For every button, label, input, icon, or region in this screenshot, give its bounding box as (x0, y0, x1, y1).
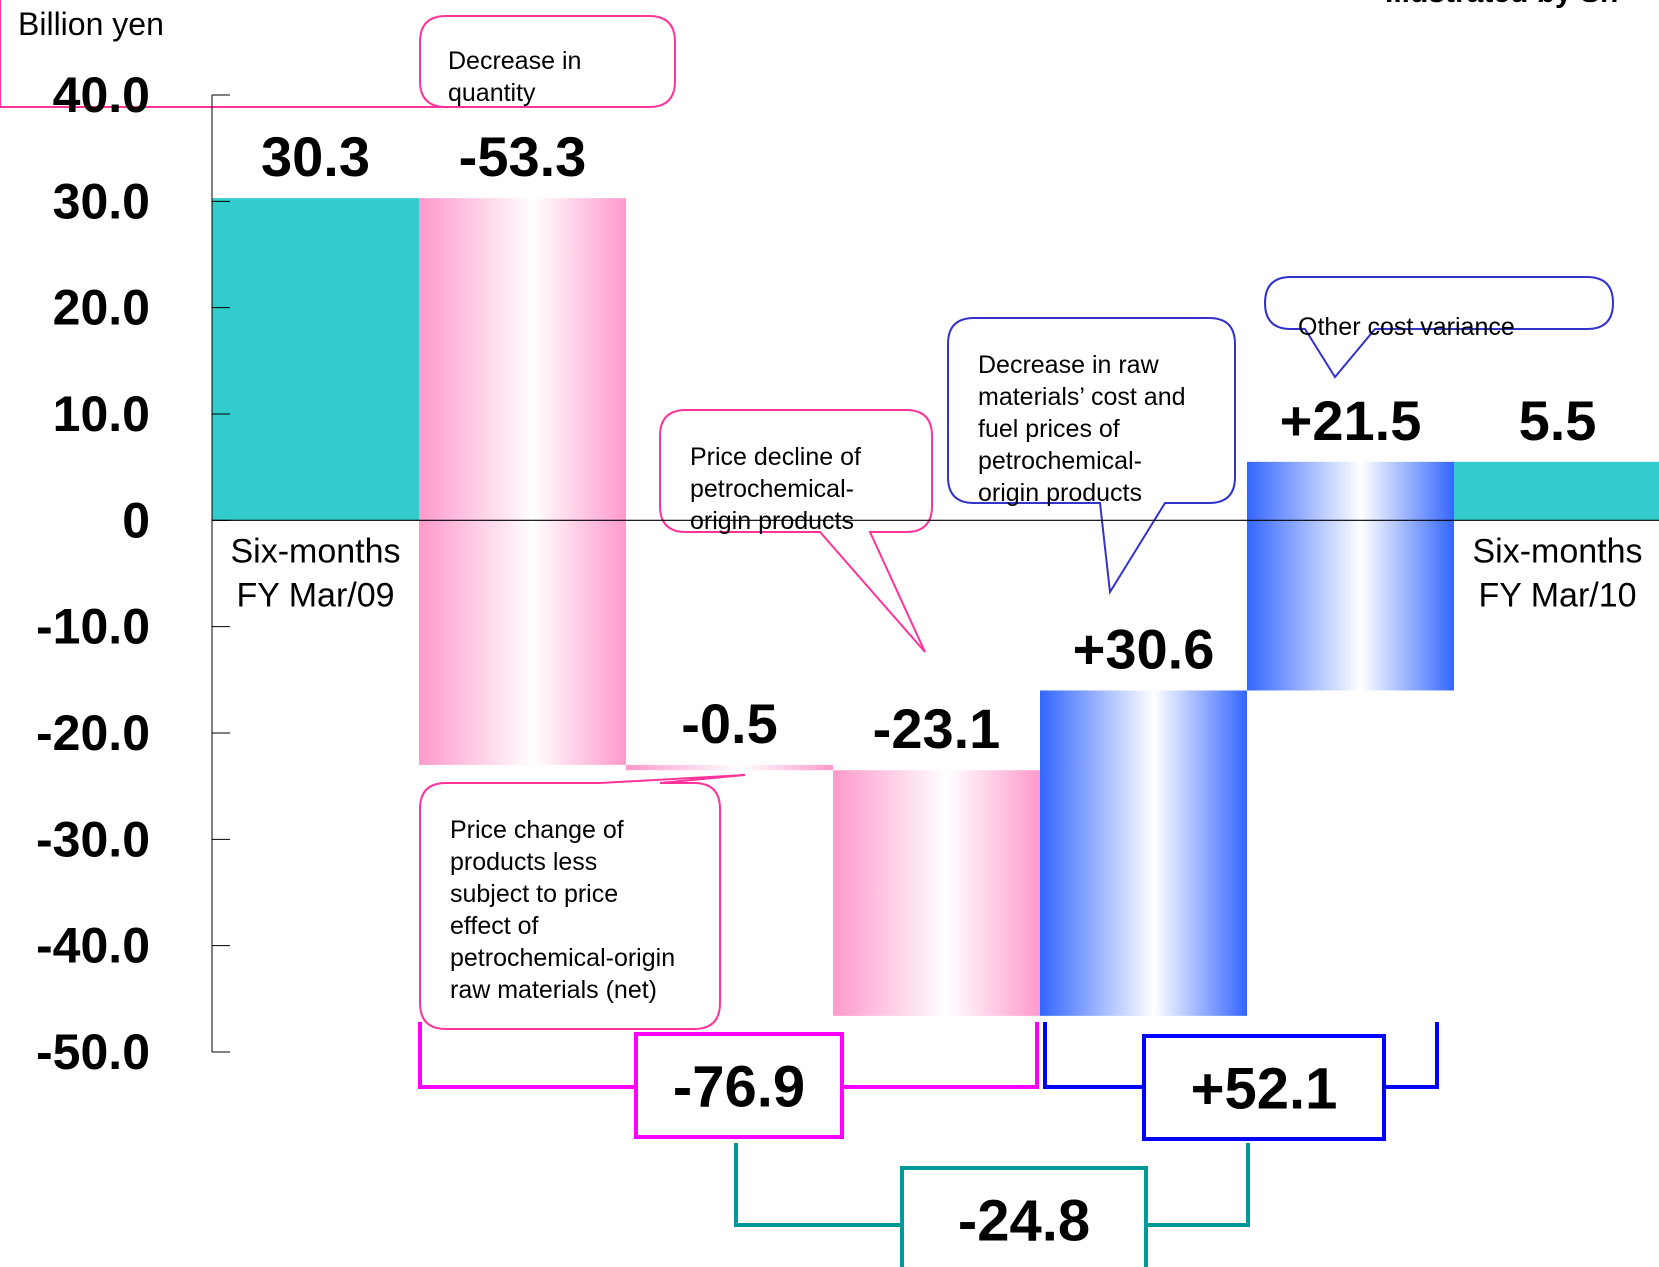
waterfall-bar-5 (1040, 690, 1247, 1016)
y-axis-unit-label: Billion yen (18, 6, 164, 42)
y-tick-label: 10.0 (53, 386, 150, 442)
header-fragment: Illustrated by Sh (1385, 0, 1618, 10)
callout-text: origin products (690, 507, 854, 535)
callout: Other cost variance (1263, 276, 1615, 379)
category-label: Six-months (230, 532, 400, 570)
callout-bubble (659, 409, 933, 653)
callout: Price change of products less subject to p… (419, 774, 746, 1030)
bracket-line-left (418, 1022, 636, 1089)
callout: Decrease in raw materials’ cost and fuel p… (947, 317, 1236, 595)
callout-text: fuel prices of (978, 415, 1120, 443)
callouts-layer: Decrease in quantity Price decline of petro… (0, 0, 1615, 1030)
category-label: Six-months (1472, 532, 1642, 570)
y-tick-label: -20.0 (36, 705, 150, 761)
group-total-label: -76.9 (673, 1055, 805, 1120)
callout-text: raw materials (net) (450, 976, 657, 1004)
bracket-line-left (1043, 1022, 1144, 1089)
y-tick-label: -40.0 (36, 918, 150, 974)
bar-value-label: -53.3 (459, 125, 587, 188)
callout-text: quantity (448, 79, 536, 107)
waterfall-bar-3 (626, 764, 833, 771)
bar-value-label: 30.3 (261, 125, 370, 188)
callout-bubble (1263, 276, 1615, 379)
bar-value-label: 5.5 (1519, 389, 1597, 452)
y-tick-label: 40.0 (53, 67, 150, 123)
labels-layer: 30.3 Six-months FY Mar/09 -53.3 -0.5 -23.1 +30… (230, 125, 1642, 760)
callout-text: products less (450, 848, 597, 876)
bar-value-label: -0.5 (681, 692, 778, 755)
callout-bubble (947, 317, 1236, 595)
callout: Decrease in quantity (0, 0, 676, 108)
callout-text: petrochemical- (978, 447, 1142, 475)
y-tick-label: -50.0 (36, 1024, 150, 1080)
y-tick-label: 20.0 (53, 280, 150, 336)
callout-text: Other cost variance (1298, 313, 1515, 341)
callout-text: Decrease in raw (978, 351, 1160, 379)
callout-text: petrochemical-origin (450, 944, 675, 972)
bracket-line-right (1146, 1143, 1250, 1227)
callout-text: subject to price (450, 880, 618, 908)
group-total-box (1142, 1034, 1386, 1141)
bars-layer (212, 198, 1659, 1016)
waterfall-bar-6 (1247, 461, 1454, 691)
callout-text: Decrease in (448, 47, 581, 75)
group-total-label: +52.1 (1191, 1057, 1338, 1122)
callout-bubble (419, 774, 746, 1030)
callout-text: origin products (978, 479, 1142, 507)
y-tick-label: -10.0 (36, 599, 150, 655)
waterfall-bar-7 (1454, 461, 1659, 521)
bar-value-label: -23.1 (873, 697, 1001, 760)
callout-text: Price change of (450, 816, 624, 844)
group-total-box (900, 1166, 1148, 1267)
category-label: FY Mar/10 (1478, 576, 1636, 614)
y-tick-label: 30.0 (53, 173, 150, 229)
waterfall-bar-4 (833, 770, 1040, 1016)
callout-text: Price decline of (690, 443, 861, 471)
callout-bubble (0, 0, 676, 108)
y-tick-label: -30.0 (36, 811, 150, 867)
group-total-positive: +52.1 (1043, 1022, 1439, 1141)
callout-text: effect of (450, 912, 539, 940)
bar-value-label: +30.6 (1073, 617, 1215, 680)
callout-text: materials’ cost and (978, 383, 1186, 411)
bracket-line-right (842, 1022, 1039, 1089)
group-total-label: -24.8 (958, 1189, 1090, 1254)
bracket-line-left (734, 1143, 902, 1227)
waterfall-bar-2 (419, 198, 626, 765)
waterfall-bar-1 (212, 198, 419, 521)
group-total-negative: -76.9 (418, 1022, 1039, 1139)
group-total-box (634, 1032, 844, 1139)
group-total-net: -24.8 (734, 1143, 1250, 1267)
bracket-line-right (1384, 1022, 1439, 1089)
group-totals-layer: -76.9 +52.1 -24.8 (418, 1022, 1439, 1267)
y-axis: 40.0 30.0 20.0 10.0 0 -10.0 -20.0 -30.0 -40.0 -50… (36, 67, 1659, 1080)
category-label: FY Mar/09 (236, 576, 394, 614)
y-tick-label: 0 (122, 492, 150, 548)
bar-value-label: +21.5 (1280, 389, 1422, 452)
callout: Price decline of petrochemical-origin pro… (659, 409, 933, 653)
callout-text: petrochemical- (690, 475, 854, 503)
